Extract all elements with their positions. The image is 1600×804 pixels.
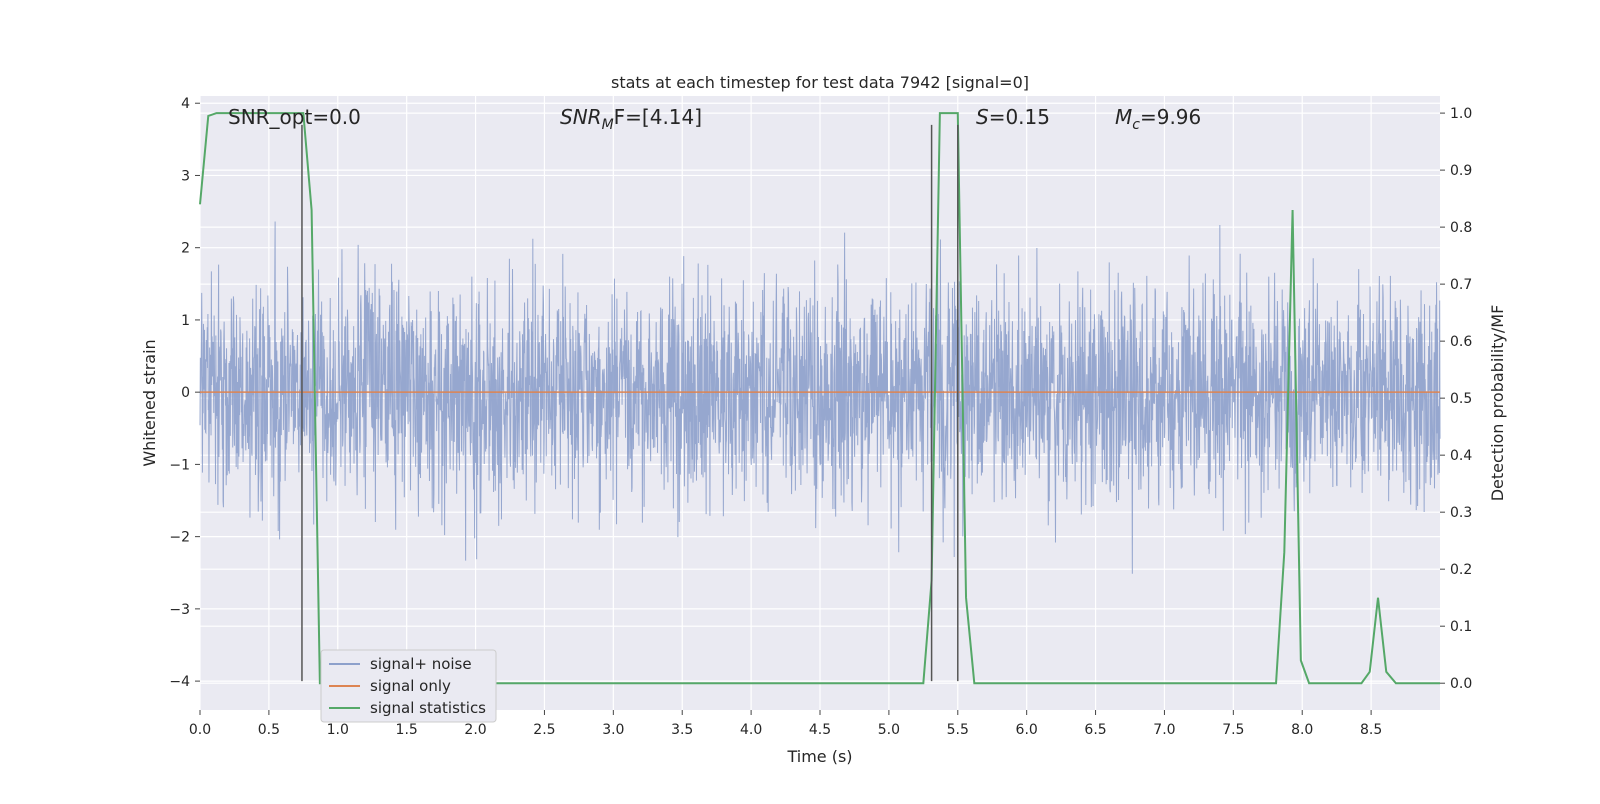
annotation-snr-opt: SNR_opt=0.0 [228,105,361,129]
annotation-snr-mf: SNRMF=[4.14] [560,105,702,133]
y-left-tick-label: 0 [181,385,190,401]
mc-base: M [1115,105,1132,129]
x-tick-label: 2.5 [533,722,555,738]
y-right-tick-label: 0.9 [1450,163,1472,179]
x-tick-label: 8.5 [1360,722,1382,738]
x-tick-label: 1.5 [396,722,418,738]
x-tick-label: 8.0 [1291,722,1313,738]
noise-series [199,221,1441,574]
x-tick-label: 5.5 [947,722,969,738]
y-left-tick-label: 3 [181,168,190,184]
snr-mf-rest: F=[4.14] [614,105,702,129]
y-right-tick-label: 1.0 [1450,106,1472,122]
legend-label-signal: signal only [370,677,451,695]
y-right-tick-label: 0.1 [1450,619,1472,635]
legend-box [320,649,497,723]
y-right-tick-label: 0.8 [1450,220,1472,236]
y-right-tick-label: 0.3 [1450,505,1472,521]
y-right-tick-label: 0.2 [1450,562,1472,578]
y-left-tick-label: 2 [181,241,190,257]
axis-layer: 0.0 0.5 1.0 1.5 2.0 2.5 3.0 3.5 4.0 4.5 5.0 5.5 6.0 6… [169,96,1472,738]
legend-label-noise: signal+ noise [370,655,472,673]
y-right-tick-label: 0.6 [1450,334,1472,350]
y-left-tick-label: −1 [169,457,190,473]
x-tick-label: 4.0 [740,722,762,738]
chart-title: stats at each timestep for test data 794… [611,73,1029,92]
y-left-tick-label: −2 [169,530,190,546]
x-tick-label: 4.5 [809,722,831,738]
annotation-mc: Mc=9.96 [1115,105,1201,133]
x-tick-label: 6.0 [1016,722,1038,738]
mc-rest: =9.96 [1140,105,1201,129]
x-tick-label: 0.0 [189,722,211,738]
y-left-tick-label: 1 [181,313,190,329]
legend: signal+ noise signal only signal statist… [320,649,497,723]
annotation-s: S=0.15 [976,105,1050,129]
x-tick-label: 0.5 [258,722,280,738]
y-left-tick-label: −4 [169,674,190,690]
x-tick-label: 3.0 [602,722,624,738]
y-right-tick-label: 0.7 [1450,277,1472,293]
y-right-tick-label: 0.5 [1450,391,1472,407]
x-tick-label: 6.5 [1084,722,1106,738]
x-tick-label: 3.5 [671,722,693,738]
x-tick-label: 7.0 [1153,722,1175,738]
x-tick-label: 7.5 [1222,722,1244,738]
x-tick-label: 2.0 [464,722,486,738]
y-left-tick-label: −3 [169,602,190,618]
y-right-tick-label: 0.4 [1450,448,1472,464]
snr-mf-sub: M [602,117,614,133]
x-axis-label: Time (s) [786,747,852,766]
y-right-tick-label: 0.0 [1450,676,1472,692]
mc-sub: c [1132,117,1140,133]
legend-label-statistics: signal statistics [370,699,486,717]
y-axis-label-left: Whitened strain [140,339,159,466]
s-base: S [976,105,989,129]
x-tick-label: 1.0 [327,722,349,738]
snr-mf-base: SNR [560,105,602,129]
y-axis-label-right: Detection probability/MF [1488,305,1507,502]
y-left-tick-label: 4 [181,96,190,112]
x-tick-label: 5.0 [878,722,900,738]
noise-series-path [199,221,1441,574]
vertical-markers [301,124,959,682]
s-rest: =0.15 [989,105,1050,129]
